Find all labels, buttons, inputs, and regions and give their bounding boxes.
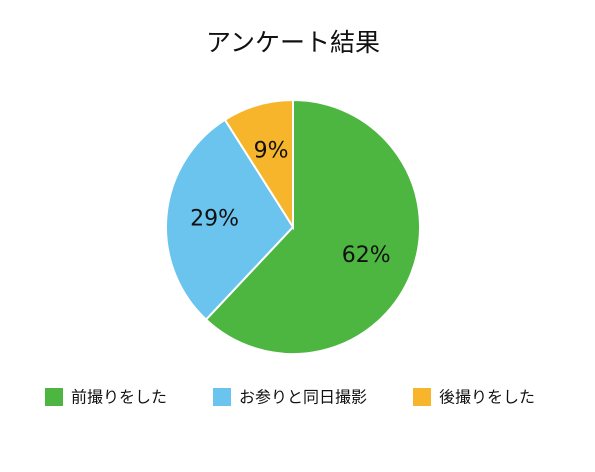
pie-slice — [165, 118, 295, 321]
slice-label: 29% — [190, 207, 239, 232]
legend-swatch — [413, 388, 431, 406]
pie-slice — [204, 98, 421, 355]
legend-label: お参りと同日撮影 — [239, 388, 367, 407]
legend-label: 前撮りをした — [71, 388, 167, 407]
chart-title: アンケート結果 — [206, 28, 380, 57]
pie-slice — [223, 98, 294, 231]
legend-swatch — [45, 388, 63, 406]
slice-label: 9% — [254, 138, 289, 163]
legend-label: 後撮りをした — [439, 388, 535, 407]
legend-swatch — [213, 388, 231, 406]
slice-label: 62% — [342, 243, 391, 268]
